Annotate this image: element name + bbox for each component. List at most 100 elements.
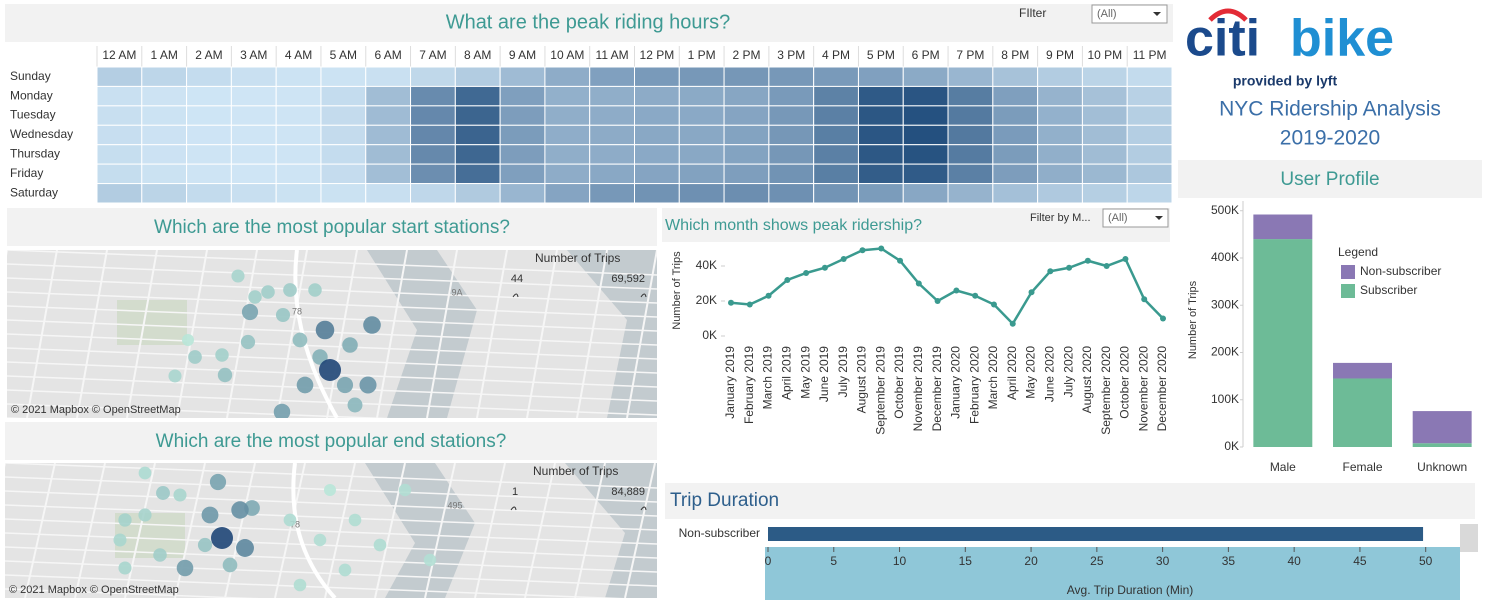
heat-cell	[544, 105, 591, 126]
heat-cell	[230, 105, 277, 126]
logo-arc	[1208, 8, 1248, 22]
x-tick-label: September 2020	[1099, 346, 1113, 435]
station	[347, 397, 363, 413]
map-road	[124, 463, 156, 598]
heat-cell	[857, 105, 904, 126]
heat-cell	[275, 183, 322, 204]
x-tick-label: 8 PM	[1001, 48, 1029, 62]
map-water	[565, 463, 657, 598]
heat-cell	[141, 183, 188, 204]
map-road	[526, 250, 558, 418]
bar-segment	[1253, 239, 1313, 447]
map-road	[474, 463, 506, 598]
map-road	[7, 403, 391, 418]
heat-cell	[186, 66, 232, 87]
point	[821, 264, 828, 271]
heat-cell	[499, 124, 546, 146]
heat-cell	[1126, 66, 1173, 87]
bar-segment	[1412, 443, 1472, 447]
heat-cell	[365, 144, 412, 165]
map-road	[524, 463, 556, 598]
heat-cell	[141, 124, 188, 146]
heat-cell	[410, 144, 456, 165]
point	[1084, 257, 1091, 264]
heat-cell	[320, 183, 367, 204]
heat-cell	[678, 163, 725, 185]
x-tick-label: November 2020	[1136, 346, 1150, 432]
heat-cell	[634, 124, 680, 146]
panel-band	[7, 208, 657, 246]
station	[342, 337, 358, 353]
x-tick-label: June 2019	[817, 346, 831, 402]
station	[240, 334, 256, 350]
x-tick-label: July 2019	[836, 346, 850, 398]
x-tick-label: Male	[1270, 460, 1296, 474]
heat-cell	[1037, 163, 1083, 185]
axis-band	[765, 547, 1460, 600]
heat-cell	[634, 105, 680, 126]
map-road	[76, 250, 108, 418]
legend-tick-label: 44	[511, 273, 523, 285]
dropdown-arrow	[1155, 216, 1163, 220]
heat-cell	[723, 105, 770, 126]
x-tick-label: 6 AM	[374, 48, 401, 62]
point	[897, 257, 904, 264]
chart-title: Trip Duration	[670, 490, 779, 511]
heat-cell	[723, 144, 770, 165]
heat-cell	[410, 163, 456, 185]
heat-cell	[454, 66, 501, 87]
station	[319, 359, 341, 381]
filter-value[interactable]: (All)	[1097, 8, 1117, 20]
map-road	[576, 250, 608, 418]
heat-cell	[1081, 105, 1128, 126]
y-tick-label: 200K	[1211, 345, 1239, 359]
chart-title: What are the peak riding hours?	[446, 11, 731, 33]
map-road	[7, 250, 8, 256]
map-road	[276, 250, 308, 418]
panel-band	[5, 422, 657, 460]
panel-band	[5, 4, 1173, 42]
x-tick-label: April 2020	[1005, 346, 1019, 400]
map-road	[174, 463, 206, 598]
heat-cell	[857, 144, 904, 165]
map-road	[624, 463, 656, 598]
panel-band	[665, 483, 1475, 519]
heat-cell	[186, 124, 232, 146]
heat-cell	[768, 163, 815, 185]
point	[840, 256, 847, 262]
heat-cell	[410, 105, 456, 126]
heat-cell	[320, 163, 367, 185]
heat-cell	[1126, 183, 1173, 204]
x-tick-label: February 2019	[742, 346, 756, 424]
station	[275, 307, 291, 323]
station	[209, 473, 227, 491]
heat-cell	[186, 85, 232, 107]
heat-cell	[544, 183, 591, 204]
point	[784, 277, 791, 283]
panel-band	[1178, 160, 1482, 198]
chart-title: Which month shows peak ridership?	[665, 217, 922, 234]
heat-cell	[947, 66, 994, 87]
heat-cell	[678, 85, 725, 107]
heat-cell	[454, 183, 501, 204]
filter-value[interactable]: (All)	[1108, 212, 1128, 224]
filter-label: FIlter	[1019, 6, 1046, 20]
legend-swatch	[1341, 265, 1355, 279]
heat-cell	[1037, 66, 1083, 87]
heat-cell	[230, 183, 277, 204]
heat-cell	[902, 124, 949, 146]
heat-cell	[768, 85, 815, 107]
legend-title: Number of Trips	[533, 464, 618, 478]
scrollbar[interactable]	[1460, 524, 1478, 552]
filter-dropdown[interactable]	[1102, 208, 1169, 228]
station	[118, 513, 132, 527]
heat-cell	[1081, 144, 1128, 165]
bar	[768, 527, 1424, 541]
filter-dropdown[interactable]	[1091, 4, 1168, 24]
x-tick-label: October 2019	[892, 346, 906, 419]
station	[363, 316, 381, 334]
point	[1160, 315, 1166, 322]
point	[953, 287, 960, 294]
dropdown-arrow	[1153, 12, 1161, 16]
heat-cell	[320, 124, 367, 146]
